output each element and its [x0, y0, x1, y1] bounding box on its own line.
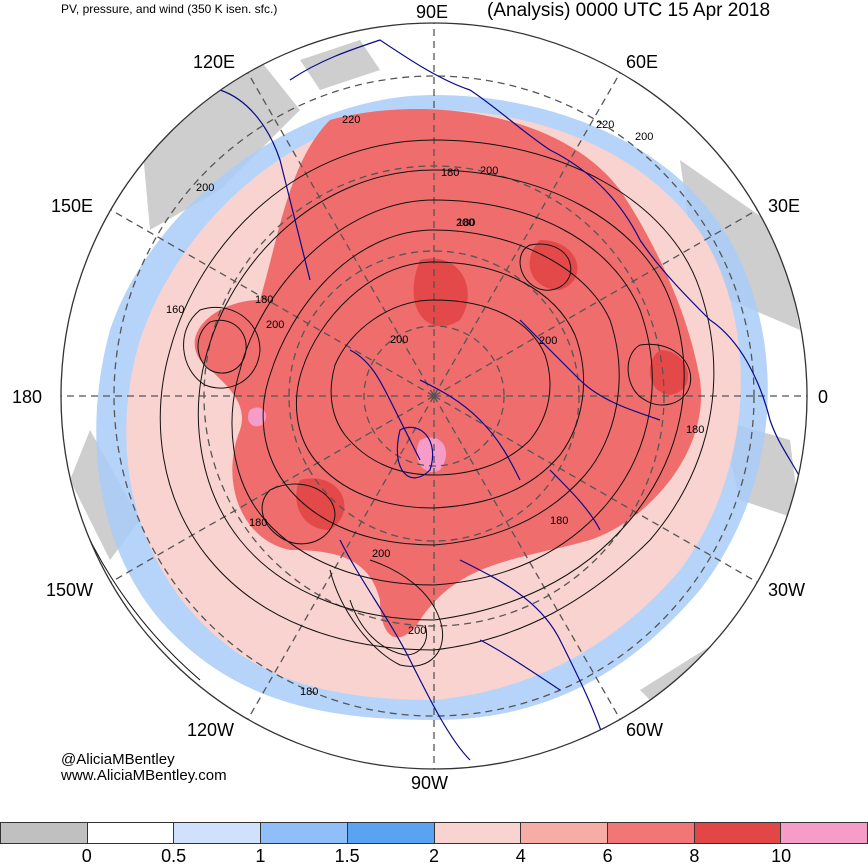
contour-label: 180	[441, 167, 459, 179]
contour-label: 180	[550, 515, 568, 527]
colorbar-tick-label: 4	[515, 846, 526, 866]
contour-label: 220	[596, 119, 614, 131]
lon-label-30e: 30E	[768, 196, 801, 216]
pv-colorbar	[0, 822, 868, 844]
colorbar-segment	[606, 822, 695, 844]
map-boundary	[60, 22, 808, 770]
contour-label: 200	[266, 319, 284, 331]
lon-label-0: 0	[818, 387, 829, 407]
lon-label-180: 180	[12, 387, 43, 407]
contour-label: 200	[456, 217, 474, 229]
pv-dark-red-cells	[296, 240, 689, 530]
contour-label: 200	[539, 335, 557, 347]
contour-label: 160	[166, 304, 184, 316]
contour-label: 200	[480, 165, 498, 177]
credit-handle: @AliciaMBentley	[61, 751, 175, 768]
contour-label: 200	[635, 131, 653, 143]
lon-label-60w: 60W	[626, 720, 664, 740]
contour-value-labels: 220 220 200 200 180 200 200 160 180 200 …	[166, 114, 704, 698]
lon-label-30w: 30W	[768, 580, 806, 600]
colorbar-segment	[86, 822, 175, 844]
product-description: PV, pressure, and wind (350 K isen. sfc.…	[61, 2, 278, 16]
colorbar-segment	[346, 822, 435, 844]
colorbar-tick-label: 0	[81, 846, 92, 866]
contour-label: 180	[255, 294, 273, 306]
colorbar-tick-label: 1	[255, 846, 266, 866]
lon-label-150e: 150E	[51, 196, 94, 216]
colorbar-tick-label: 8	[689, 846, 700, 866]
contour-label: 200	[390, 334, 408, 346]
contour-label: 200	[196, 182, 214, 194]
contour-label: 200	[408, 625, 426, 637]
colorbar-segment	[433, 822, 522, 844]
lon-label-60e: 60E	[626, 52, 659, 72]
pv-extreme-cells	[247, 407, 447, 472]
colorbar-tick-label: 6	[602, 846, 613, 866]
colorbar-segment	[780, 822, 868, 844]
colorbar-tick-label: 0.5	[161, 846, 187, 866]
lon-label-150w: 150W	[46, 580, 94, 600]
colorbar-tick-label: 2	[428, 846, 440, 866]
lon-label-90w: 90W	[411, 773, 449, 793]
contour-label: 180	[249, 517, 267, 529]
coastlines	[219, 39, 807, 761]
colorbar-tick-label: 1.5	[334, 846, 360, 866]
contour-label: 200	[372, 548, 390, 560]
credit-website: www.AliciaMBentley.com	[61, 767, 227, 784]
polar-map: 220 220 200 200 180 200 200 160 180 200 …	[60, 22, 808, 770]
colorbar-segment	[260, 822, 348, 844]
colorbar-segment	[0, 822, 88, 844]
contour-label: 180	[457, 217, 475, 229]
colorbar-tick-label: 10	[771, 846, 792, 866]
colorbar-segment	[173, 822, 262, 844]
contour-label: 180	[686, 424, 704, 436]
contour-label: 220	[342, 114, 360, 126]
analysis-title: (Analysis) 0000 UTC 15 Apr 2018	[487, 0, 771, 21]
lon-label-120w: 120W	[187, 720, 235, 740]
colorbar-segment	[520, 822, 608, 844]
contour-label: 180	[300, 686, 318, 698]
lon-label-90e: 90E	[416, 2, 449, 22]
lon-label-120e: 120E	[193, 52, 236, 72]
colorbar-segment	[693, 822, 782, 844]
